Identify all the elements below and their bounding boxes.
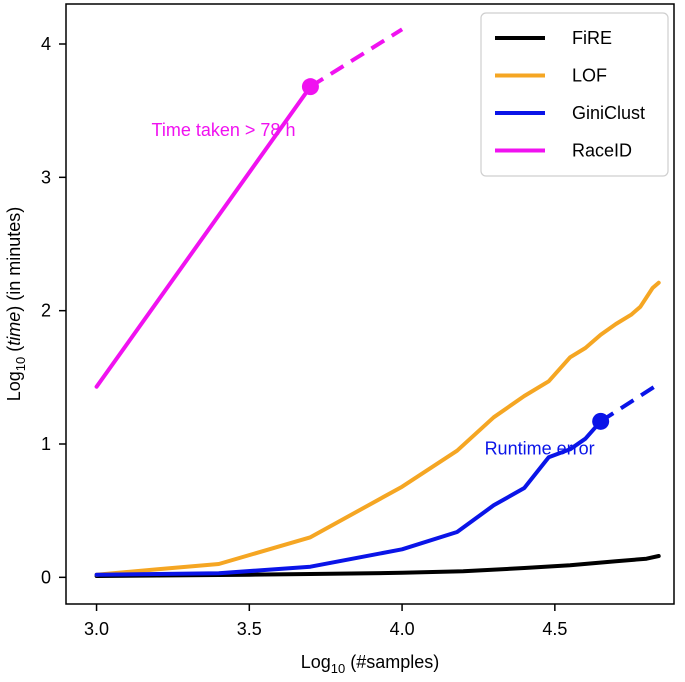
legend-item-lof: LOF: [495, 66, 607, 86]
legend: FiRE LOF GiniClust RaceID: [480, 12, 669, 177]
legend-label: RaceID: [572, 141, 632, 161]
legend-item-giniclust: GiniClust: [495, 103, 645, 123]
legend-item-fire: FiRE: [495, 28, 612, 48]
series-line-giniclust: [94, 419, 603, 577]
y-tick-label: 3: [41, 167, 51, 187]
y-tick-label: 4: [41, 34, 51, 54]
legend-label: FiRE: [572, 28, 612, 48]
legend-label: GiniClust: [572, 103, 645, 123]
series-giniclust: [94, 382, 660, 577]
x-tick-label: 4.0: [390, 619, 415, 639]
series-line-fire: [94, 554, 661, 578]
series-fire: [94, 554, 661, 578]
x-tick-label: 4.5: [542, 619, 567, 639]
y-tick-label: 0: [41, 567, 51, 587]
y-axis-label: Log10 (time) (in minutes): [4, 207, 28, 402]
series-extrapolation-giniclust: [599, 382, 660, 423]
series-marker-giniclust: [592, 412, 610, 430]
series-lof: [94, 280, 661, 577]
y-tick-label: 2: [41, 301, 51, 321]
x-tick-label: 3.0: [84, 619, 109, 639]
x-axis-label: Log10 (#samples): [301, 652, 440, 676]
annotation-layer: Time taken > 78 h Runtime error: [152, 120, 595, 459]
series-extrapolation-raceid: [309, 27, 404, 89]
y-tick-label: 1: [41, 434, 51, 454]
series-line-raceid: [94, 84, 313, 389]
series-line-lof: [94, 280, 661, 577]
series-raceid: [94, 27, 404, 389]
annotation-0: Time taken > 78 h: [152, 120, 296, 140]
x-tick-label: 3.5: [237, 619, 262, 639]
legend-box: [480, 12, 669, 177]
series-marker-raceid: [301, 78, 319, 96]
legend-item-raceid: RaceID: [495, 141, 632, 161]
axis-layer: 3.0 3.5 4.0 4.5 0 1 2 3 4: [41, 34, 567, 639]
annotation-1: Runtime error: [485, 439, 595, 459]
plot-frame: [65, 3, 675, 605]
legend-label: LOF: [572, 66, 607, 86]
series-layer: [94, 27, 661, 578]
